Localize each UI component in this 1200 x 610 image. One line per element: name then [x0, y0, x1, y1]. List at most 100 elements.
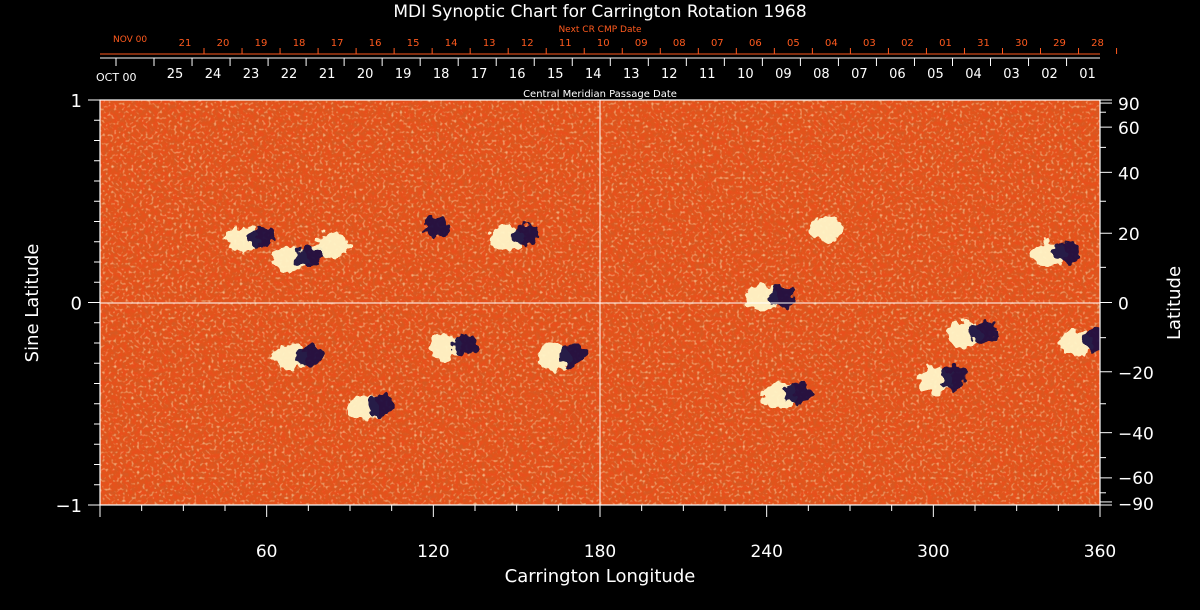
negative-patch — [784, 382, 811, 405]
chart-title: MDI Synoptic Chart for Carrington Rotati… — [393, 2, 806, 22]
active-region — [536, 344, 586, 371]
y-axis-left-label: Sine Latitude — [22, 244, 43, 363]
next-cr-date-label: 04 — [825, 38, 838, 49]
next-cr-date-label: 21 — [179, 38, 192, 49]
next-cr-date-label: 13 — [483, 38, 496, 49]
cmp-date-label: 25 — [167, 67, 184, 82]
negative-patch — [368, 394, 395, 417]
y-right-tick-label: −20 — [1118, 364, 1154, 384]
next-cr-date-label: 31 — [977, 38, 990, 49]
cmp-date-label: 09 — [775, 67, 792, 82]
active-region — [1059, 330, 1100, 356]
cmp-date-label: 13 — [623, 67, 640, 82]
negative-patch — [559, 344, 586, 367]
negative-patch — [1054, 240, 1081, 263]
next-cr-date-label: 02 — [901, 38, 914, 49]
top-axis-label: Central Meridian Passage Date — [523, 89, 677, 100]
active-region — [273, 344, 322, 371]
next-cr-start-label: NOV 00 — [113, 35, 147, 45]
y-right-tick-label: −60 — [1118, 469, 1154, 489]
negative-patch — [940, 366, 967, 389]
negative-patch — [1082, 330, 1100, 352]
cmp-date-label: 21 — [319, 67, 336, 82]
x-axis: 60 120 180 240 300 360 — [99, 505, 1116, 562]
next-cr-axis: 21 20 19 18 17 16 15 14 13 12 11 10 09 08 07 06 05 04 03 02… — [100, 38, 1118, 55]
next-cr-date-label: 30 — [1015, 38, 1028, 49]
cmp-date-label: 08 — [813, 67, 830, 82]
next-cr-date-label: 16 — [369, 38, 382, 49]
positive-patch — [809, 216, 844, 243]
next-cr-date-label: 28 — [1091, 38, 1104, 49]
cmp-date-label: 23 — [243, 67, 260, 82]
next-cr-date-label: 08 — [673, 38, 686, 49]
cmp-date-label: 19 — [395, 67, 412, 82]
next-cr-date-label: 05 — [787, 38, 800, 49]
y-right-tick-label: 90 — [1118, 95, 1140, 115]
cmp-date-label: 16 — [509, 67, 526, 82]
x-axis-label: Carrington Longitude — [505, 566, 696, 587]
cmp-date-axis: 25 24 23 22 21 20 19 18 17 16 15 14 13 12 11 10 09 08 07 06… — [100, 57, 1100, 82]
cmp-date-label: 03 — [1003, 67, 1020, 82]
y-left-tick-label: 1 — [71, 91, 82, 112]
next-cr-date-label: 15 — [407, 38, 420, 49]
negative-patch — [451, 334, 478, 357]
y-right-tick-label: 60 — [1118, 119, 1140, 139]
next-cr-date-label: 19 — [255, 38, 268, 49]
y-axis-right-label: Latitude — [1164, 266, 1185, 340]
next-cr-date-label: 18 — [293, 38, 306, 49]
cmp-date-label: 22 — [281, 67, 298, 82]
next-cr-date-label: 07 — [711, 38, 724, 49]
cmp-date-label: 05 — [927, 67, 944, 82]
cmp-date-label: 17 — [471, 67, 488, 82]
active-region — [1031, 240, 1081, 267]
cmp-date-label: 15 — [547, 67, 564, 82]
active-region — [273, 244, 322, 271]
cmp-date-label: 11 — [699, 67, 716, 82]
cmp-date-label: 07 — [851, 67, 868, 82]
cmp-date-label: 12 — [661, 67, 678, 82]
cmp-date-label: 06 — [889, 67, 906, 82]
active-region — [948, 321, 997, 348]
active-region — [809, 216, 844, 243]
y-right-tick-label: 20 — [1118, 225, 1140, 245]
negative-patch — [971, 321, 997, 344]
next-cr-date-label: 11 — [559, 38, 572, 49]
negative-patch — [248, 226, 275, 249]
active-region — [428, 334, 478, 361]
cmp-start-label: OCT 00 — [96, 71, 137, 84]
next-cr-date-label: 06 — [749, 38, 762, 49]
x-tick-label: 180 — [584, 542, 616, 562]
cmp-date-label: 24 — [205, 67, 222, 82]
positive-patch — [314, 232, 349, 259]
cmp-date-label: 04 — [965, 67, 982, 82]
y-right-tick-label: 0 — [1118, 295, 1129, 315]
next-cr-label: Next CR CMP Date — [558, 25, 642, 35]
next-cr-date-label: 17 — [331, 38, 344, 49]
cmp-date-label: 14 — [585, 67, 602, 82]
x-tick-label: 120 — [417, 542, 449, 562]
y-left-tick-label: 0 — [71, 294, 82, 315]
active-region — [423, 216, 450, 239]
active-region — [345, 394, 395, 421]
x-tick-label: 240 — [750, 542, 782, 562]
active-region — [225, 226, 275, 253]
x-tick-label: 360 — [1084, 542, 1116, 562]
next-cr-date-label: 14 — [445, 38, 458, 49]
y-right-tick-label: 40 — [1118, 164, 1140, 184]
x-tick-label: 60 — [256, 542, 278, 562]
y-right-tick-label: −90 — [1118, 495, 1154, 515]
negative-patch — [423, 216, 450, 239]
active-regions — [225, 216, 1100, 421]
negative-patch — [768, 285, 795, 308]
next-cr-date-label: 01 — [939, 38, 952, 49]
next-cr-date-label: 12 — [521, 38, 534, 49]
y-right-tick-label: −40 — [1118, 425, 1154, 445]
cmp-date-label: 02 — [1041, 67, 1058, 82]
cmp-date-label: 10 — [737, 67, 754, 82]
y-left-tick-label: −1 — [55, 496, 82, 517]
negative-patch — [512, 224, 539, 247]
y-axis-right: 90 60 40 20 0 −20 −40 −60 −90 — [1100, 95, 1154, 515]
negative-patch — [296, 244, 322, 267]
next-cr-date-label: 20 — [217, 38, 230, 49]
